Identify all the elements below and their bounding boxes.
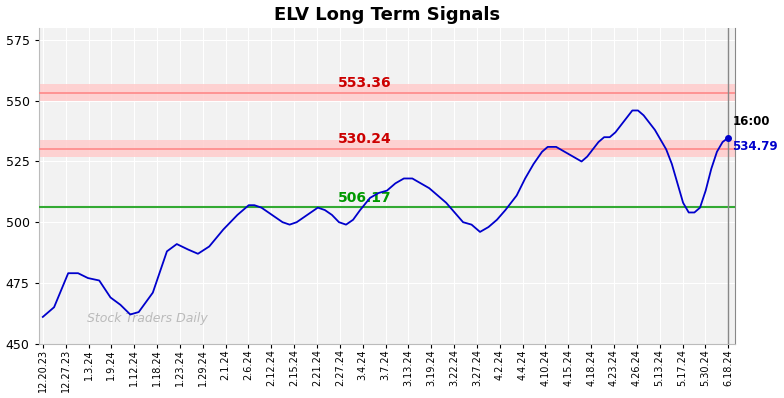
Text: 530.24: 530.24 — [338, 132, 392, 146]
Text: 506.17: 506.17 — [338, 191, 392, 205]
Text: Stock Traders Daily: Stock Traders Daily — [87, 312, 208, 325]
Text: 553.36: 553.36 — [338, 76, 392, 90]
Text: 534.79: 534.79 — [732, 140, 778, 153]
Bar — [38, 84, 735, 101]
Title: ELV Long Term Signals: ELV Long Term Signals — [274, 6, 500, 23]
Bar — [38, 140, 735, 157]
Text: 16:00: 16:00 — [732, 115, 770, 128]
